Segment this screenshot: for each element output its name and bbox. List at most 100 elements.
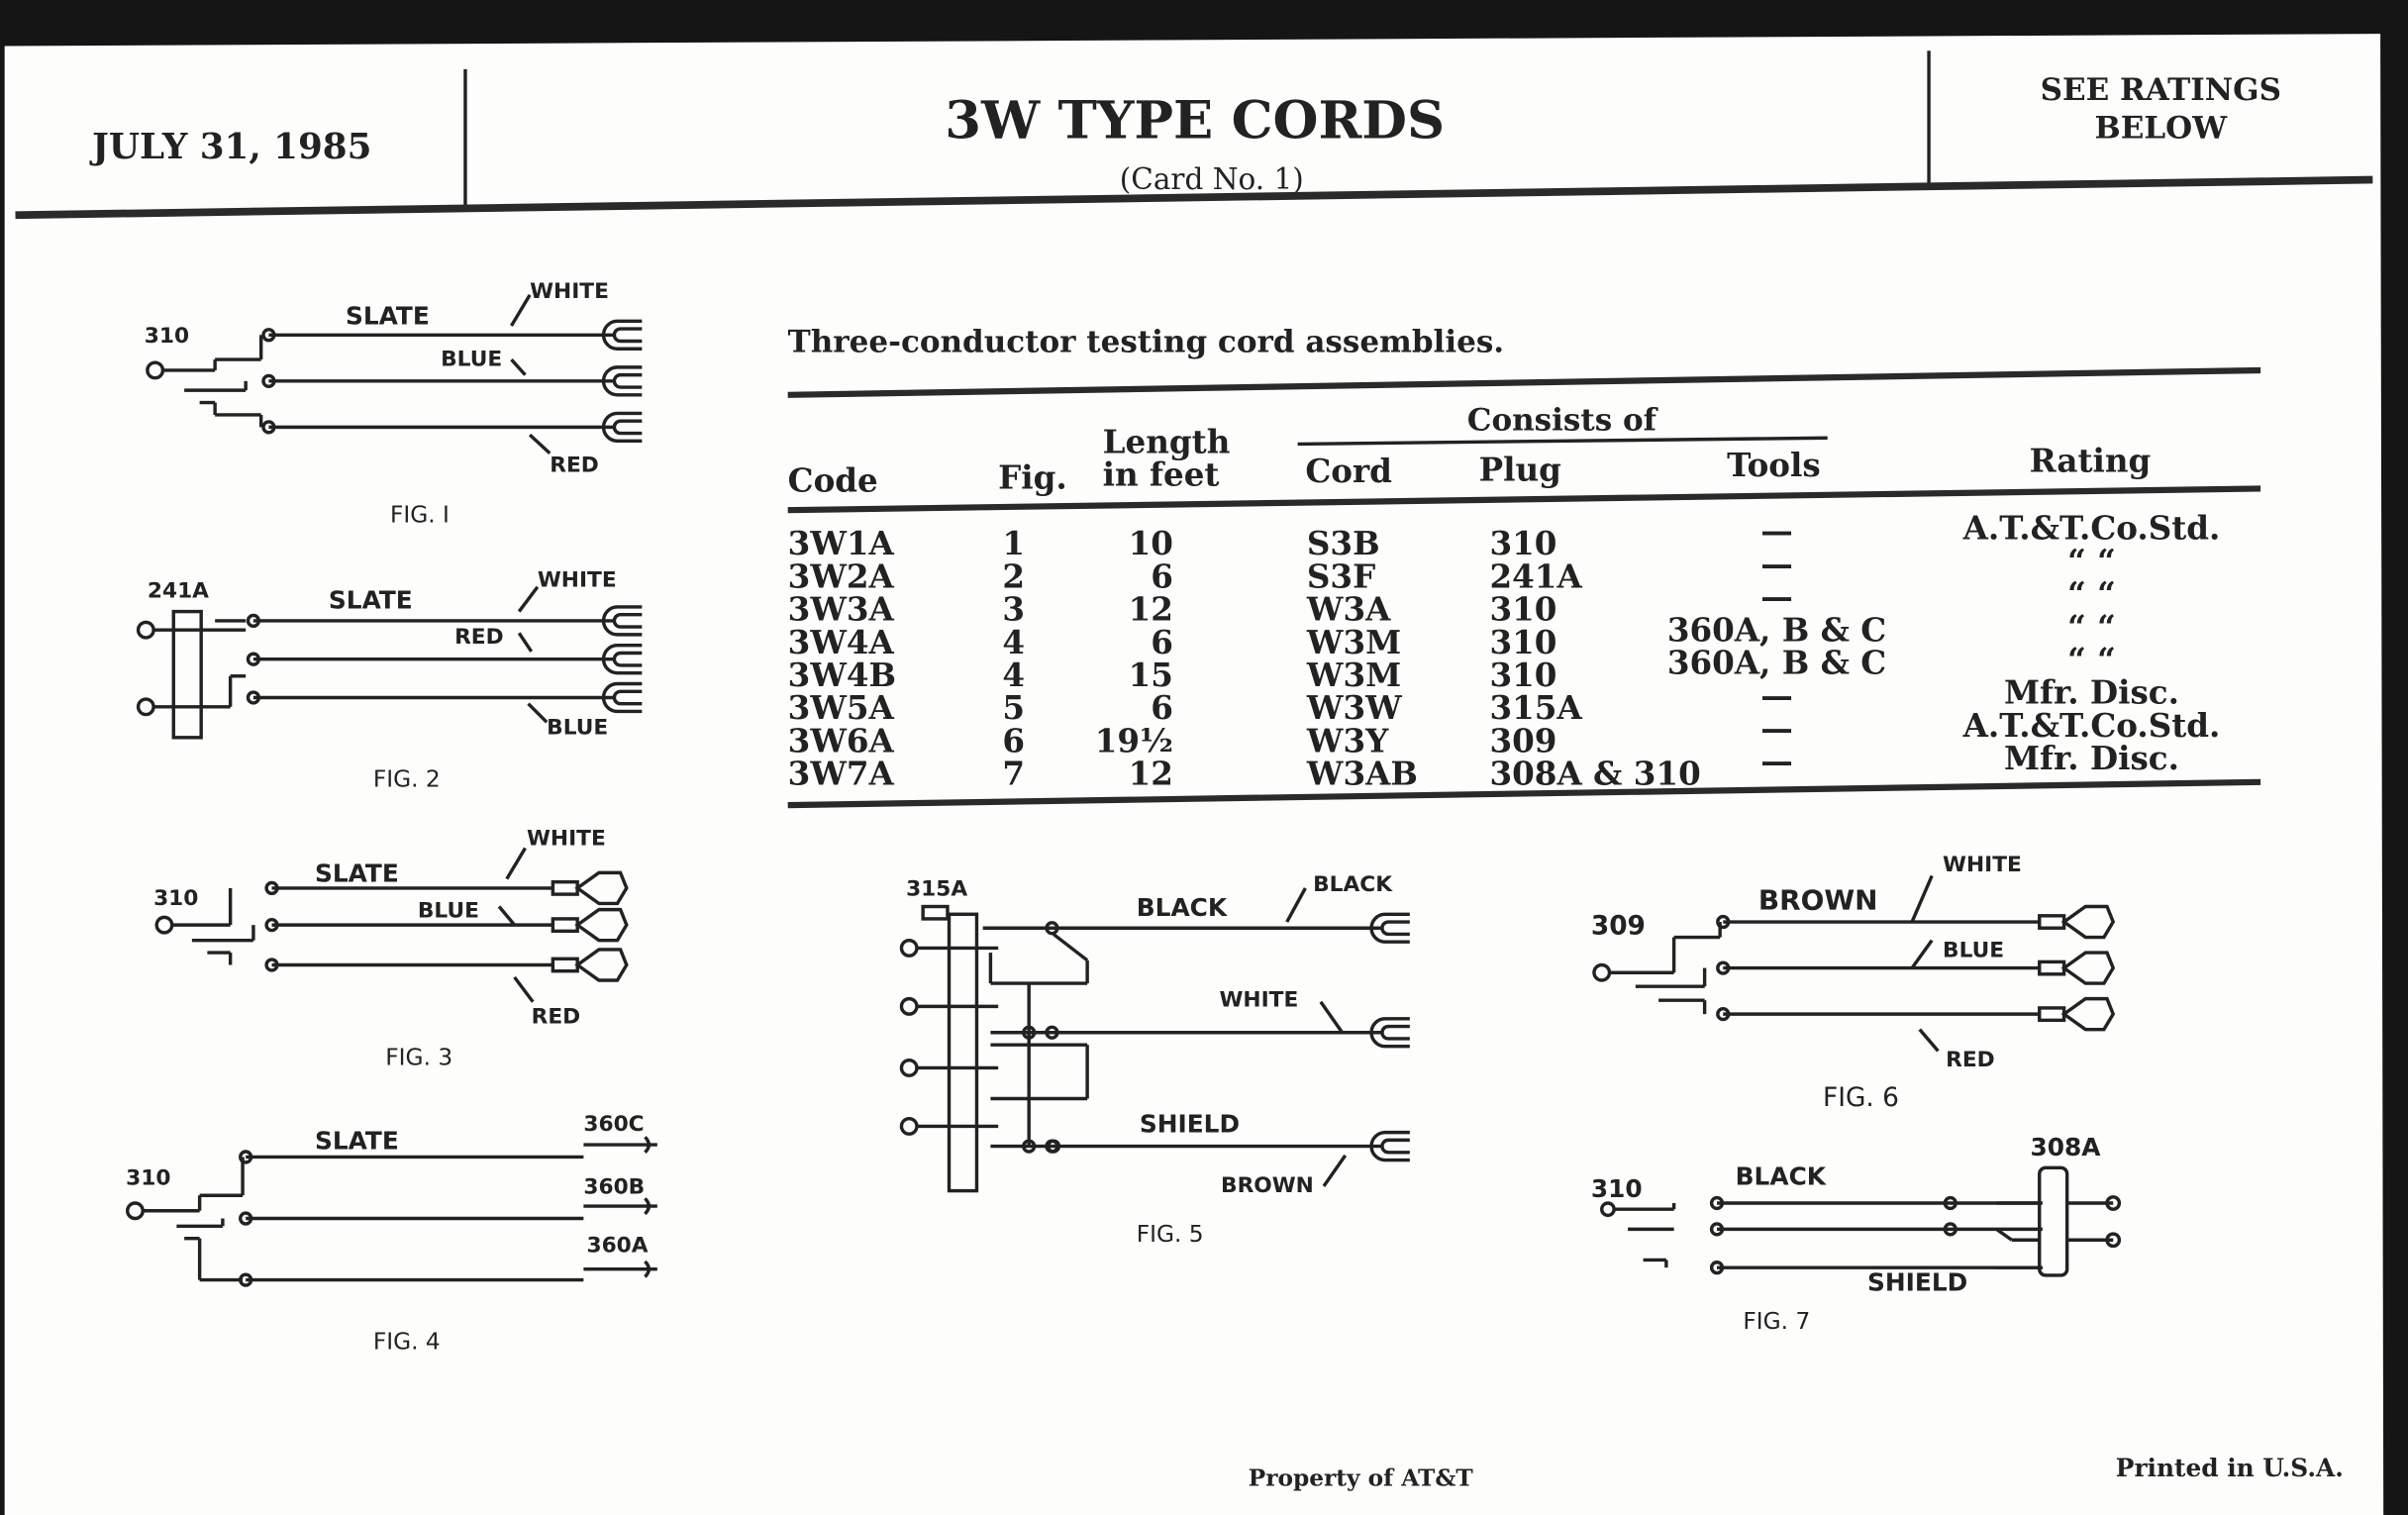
col-rating: Rating bbox=[2030, 441, 2152, 479]
cell-length: 6 bbox=[1151, 688, 1173, 727]
spade-tip-icon bbox=[601, 411, 643, 444]
cell-cord: W3M bbox=[1306, 623, 1401, 661]
wire bbox=[1052, 933, 1089, 962]
footer-printed: Printed in U.S.A. bbox=[2116, 1454, 2344, 1482]
tool-tip bbox=[644, 1260, 651, 1278]
cell-plug: 309 bbox=[1489, 721, 1556, 759]
wire-label: BROWN bbox=[1221, 1173, 1314, 1198]
terminal bbox=[1716, 914, 1731, 930]
clip-tip-icon bbox=[574, 907, 629, 943]
header-rule bbox=[15, 175, 2373, 220]
figure-6: 309 BROWN WHITE BLUE RED FIG. 6 bbox=[1591, 853, 2022, 1113]
wire-label: RED bbox=[532, 1004, 581, 1029]
spade-tip-icon bbox=[601, 365, 643, 397]
cell-code: 3W4B bbox=[788, 656, 896, 694]
cell-code: 3W5A bbox=[788, 688, 895, 727]
wire-label: WHITE bbox=[1220, 987, 1299, 1012]
cell-tools: 360A, B & C bbox=[1667, 644, 1886, 682]
wire bbox=[513, 975, 535, 1003]
cell-fig: 4 bbox=[1002, 656, 1025, 694]
tool-tip bbox=[644, 1197, 651, 1216]
table-row: 3W2A 2 6 S3F 241A — “ “ bbox=[788, 542, 2116, 596]
cell-code: 3W2A bbox=[788, 556, 895, 595]
terminal bbox=[261, 420, 276, 435]
col-code: Code bbox=[788, 461, 878, 500]
plug-label: 310 bbox=[145, 324, 189, 349]
cell-cord: W3A bbox=[1306, 590, 1391, 629]
wire-label: WHITE bbox=[527, 826, 606, 851]
spade-tip-icon bbox=[601, 605, 643, 637]
clip-tip-icon bbox=[2060, 904, 2116, 940]
date: JULY 31, 1985 bbox=[89, 126, 371, 167]
cell-rating: A.T.&T.Co.Std. bbox=[1962, 509, 2221, 548]
wire bbox=[517, 585, 540, 613]
cell-plug: 310 bbox=[1489, 590, 1556, 629]
cell-length: 19½ bbox=[1095, 721, 1173, 759]
rule bbox=[787, 778, 2261, 809]
spade-tip-icon bbox=[601, 644, 643, 675]
header: JULY 31, 1985 3W TYPE CORDS (Card No. 1)… bbox=[15, 50, 2373, 220]
figure-3: 310 SLATE WHITE BLUE RED FIG. 3 bbox=[153, 826, 606, 1070]
rule bbox=[787, 485, 2261, 514]
terminal bbox=[264, 880, 279, 896]
footer-property: Property of AT&T bbox=[1249, 1465, 1474, 1492]
cell-tools: — bbox=[1760, 577, 1793, 616]
rule bbox=[787, 366, 2261, 398]
wire bbox=[517, 632, 534, 653]
terminal bbox=[154, 915, 174, 935]
plug-body bbox=[947, 912, 979, 1193]
wire-label: BROWN bbox=[1758, 884, 1878, 917]
clip-tip-icon bbox=[2060, 996, 2116, 1032]
cell-code: 3W1A bbox=[788, 524, 895, 562]
cord-table: Three-conductor testing cord assemblies.… bbox=[787, 324, 2261, 809]
spade-tip-icon bbox=[1369, 912, 1410, 944]
cell-tools: — bbox=[1760, 676, 1793, 715]
wire bbox=[527, 702, 549, 724]
table-caption: Three-conductor testing cord assemblies. bbox=[788, 324, 1504, 359]
cell-fig: 7 bbox=[1002, 755, 1025, 793]
cell-fig: 4 bbox=[1002, 623, 1025, 661]
terminal bbox=[2105, 1232, 2122, 1249]
figure-caption: FIG. 3 bbox=[385, 1044, 452, 1070]
cell-cord: S3B bbox=[1307, 524, 1380, 562]
wire-label: SLATE bbox=[346, 301, 430, 330]
figure-caption: FIG. 7 bbox=[1743, 1308, 1810, 1335]
plug-label: 310 bbox=[153, 886, 198, 911]
col-length: in feet bbox=[1103, 454, 1220, 493]
wire bbox=[1918, 1028, 1940, 1053]
wiring-diagrams bbox=[126, 294, 2122, 1287]
rule bbox=[1297, 436, 1828, 447]
terminal bbox=[239, 1150, 253, 1164]
cell-tools: — bbox=[1760, 742, 1793, 780]
terminal bbox=[246, 613, 261, 629]
table-row: 3W3A 3 12 W3A 310 — “ “ bbox=[788, 574, 2116, 629]
cell-cord: W3W bbox=[1306, 688, 1402, 727]
cell-code: 3W7A bbox=[788, 755, 895, 793]
plug-body bbox=[2038, 1165, 2069, 1277]
figure-2: 241A SLATE WHITE RED BLUE FIG. 2 bbox=[148, 568, 617, 793]
cell-tools: — bbox=[1760, 709, 1793, 748]
cell-plug: 310 bbox=[1489, 656, 1556, 694]
wire-label: RED bbox=[454, 625, 504, 650]
terminal bbox=[246, 652, 261, 666]
terminal bbox=[261, 373, 276, 388]
figure-caption: FIG. 6 bbox=[1823, 1083, 1899, 1113]
table-row: 3W7A 7 12 W3AB 308A & 310 — Mfr. Disc. bbox=[788, 739, 2179, 793]
rating-note: SEE RATINGS bbox=[2041, 72, 2281, 108]
wire bbox=[1322, 1154, 1348, 1187]
wire-label: WHITE bbox=[1943, 853, 2022, 877]
spade-tip-icon bbox=[1369, 1017, 1410, 1049]
wire bbox=[1995, 1227, 2013, 1242]
table-row: 3W4B 4 15 W3M 310 360A, B & C “ “ bbox=[788, 640, 2116, 694]
cell-fig: 6 bbox=[1002, 721, 1025, 759]
group-header: Consists of bbox=[1467, 402, 1659, 438]
table-row: 3W4A 4 6 W3M 310 360A, B & C “ “ bbox=[788, 607, 2116, 661]
wire bbox=[510, 294, 532, 327]
wire-label: BLACK bbox=[1137, 893, 1228, 922]
wire-label: SHIELD bbox=[1140, 1110, 1240, 1139]
cell-fig: 3 bbox=[1002, 590, 1025, 629]
figure-caption: FIG. 4 bbox=[373, 1328, 441, 1355]
wire bbox=[1285, 887, 1307, 923]
figure-7: 310 308A BLACK SHIELD FIG. 7 bbox=[1591, 1133, 2101, 1335]
